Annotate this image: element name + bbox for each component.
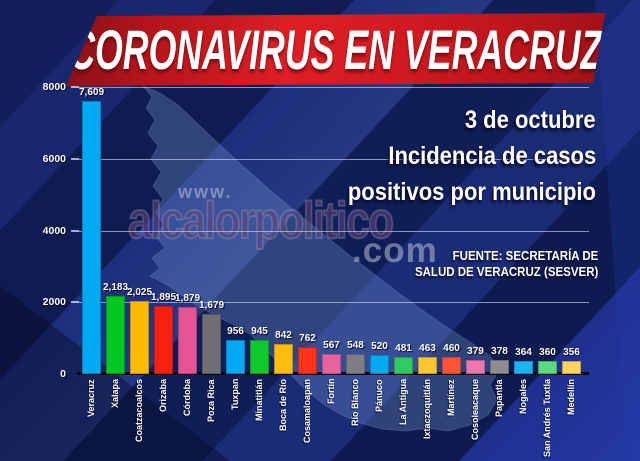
gridline [79, 158, 589, 160]
source-line1: FUENTE: SECRETARÍA DE [452, 249, 598, 263]
x-tick-label: Ixtaczoquitlán [422, 379, 432, 440]
x-tick-label: Boca de Río [278, 379, 288, 432]
y-tick-mark [71, 229, 79, 232]
x-tick-label: Poza Rica [206, 379, 216, 422]
y-tick-mark [71, 301, 79, 304]
subtitle-date: 3 de octubre [465, 106, 596, 134]
x-tick-label: Xalapa [110, 379, 120, 409]
bar-value-label: 378 [491, 346, 508, 358]
bar [178, 306, 197, 374]
x-tick-label: Coatzacoalcos [134, 379, 144, 443]
watermark-name: alcalorpolitico [127, 191, 395, 251]
bar [370, 355, 389, 374]
bar [418, 357, 437, 374]
bar-value-label: 460 [443, 343, 460, 355]
x-tick-label: Río Blanco [350, 379, 360, 427]
bar-value-label: 567 [323, 339, 340, 351]
gridline [79, 302, 589, 304]
x-tick-label: La Antigua [398, 379, 408, 426]
subtitle-line2: positivos por municipio [347, 178, 596, 206]
bar-value-label: 463 [419, 343, 436, 355]
x-tick-label: Córdoba [182, 379, 192, 416]
x-tick-label: Nogales [518, 379, 528, 415]
bar [538, 361, 557, 374]
bar-value-label: 548 [347, 340, 364, 352]
bar-value-label: 2,183 [102, 281, 129, 293]
bar-value-label: 379 [467, 346, 484, 358]
bar-value-label: 481 [395, 342, 412, 354]
y-tick-mark [71, 157, 79, 160]
x-tick-label: Martínez [446, 379, 456, 416]
x-tick-label: Cosoleacaque [470, 379, 480, 441]
x-tick-label: Medellín [566, 379, 576, 416]
subtitle-line1: Incidencia de casos [388, 142, 596, 170]
bar [82, 101, 101, 374]
bar-value-label: 2,025 [126, 287, 153, 299]
bar [226, 339, 245, 374]
x-tick-label: Veracruz [86, 379, 96, 417]
bar-value-label: 956 [227, 325, 244, 337]
gridline [79, 87, 589, 88]
source-line2: SALUD DE VERACRUZ (SESVER) [414, 264, 598, 279]
bar [130, 301, 149, 374]
bar [202, 313, 221, 374]
bar-value-label: 360 [539, 347, 556, 359]
x-tick-label: Tuxpan [230, 379, 240, 411]
bar [346, 354, 365, 374]
watermark-com: .com [352, 231, 438, 270]
bar-value-label: 945 [251, 326, 268, 338]
x-tick-label: Minatitlán [254, 379, 264, 421]
y-tick-label: 2000 [42, 296, 66, 309]
gridline [79, 230, 589, 232]
watermark-www: www. [178, 182, 233, 202]
bar-value-label: 520 [371, 341, 388, 353]
y-tick-mark [71, 86, 79, 88]
bar-value-label: 1,879 [174, 292, 201, 304]
bar [250, 340, 269, 374]
bar-value-label: 364 [515, 346, 532, 358]
x-tick-label: San Andrés Tuxtla [542, 379, 552, 458]
bar [274, 343, 293, 374]
y-tick-label: 8000 [42, 81, 66, 93]
bar [490, 360, 509, 374]
x-tick-label: Cosamaloapan [302, 379, 312, 444]
y-tick-label: 0 [60, 368, 66, 380]
bar [322, 353, 341, 374]
x-tick-label: Pánuco [374, 379, 384, 412]
bar [154, 306, 173, 374]
y-tick-label: 4000 [42, 224, 66, 237]
bar [106, 295, 125, 374]
bar-value-label: 7,609 [78, 87, 105, 99]
bar-value-label: 1,895 [150, 292, 177, 304]
page-title: CORONAVIRUS EN VERACRUZ [69, 17, 603, 81]
bar [298, 346, 317, 374]
x-tick-label: Fortín [326, 379, 336, 405]
x-tick-label: Orizaba [158, 379, 168, 413]
x-tick-label: Papantla [494, 379, 504, 417]
bar [466, 360, 485, 374]
source-note: FUENTE: SECRETARÍA DE SALUD DE VERACRUZ … [415, 249, 598, 280]
bar [514, 360, 533, 374]
bar-value-label: 762 [299, 332, 316, 344]
bar [394, 356, 413, 374]
bar-value-label: 356 [563, 347, 580, 359]
bar-value-label: 842 [275, 329, 292, 341]
bar [562, 361, 581, 374]
y-tick-label: 6000 [42, 152, 66, 165]
title-banner: CORONAVIRUS EN VERACRUZ [66, 13, 605, 86]
bar [442, 357, 461, 374]
bar-value-label: 1,679 [198, 299, 225, 311]
